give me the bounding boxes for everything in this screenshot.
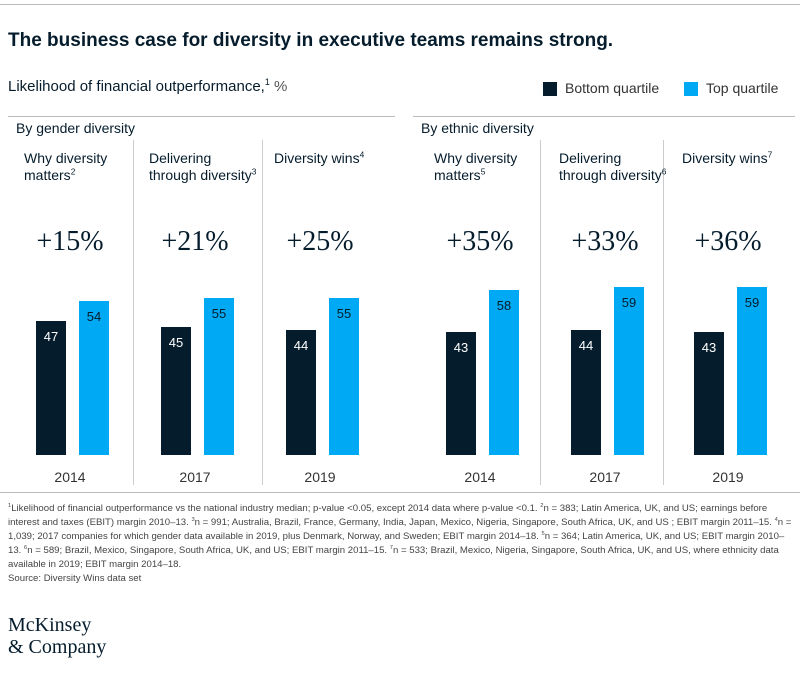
bar: 43 [694,332,724,455]
subtitle: Likelihood of financial outperformance,1… [8,77,288,96]
value-label: 59 [744,294,760,310]
panel-label: Delivering through diversity6 [559,150,667,184]
value-label: 59 [621,294,637,310]
chart-title: The business case for diversity in execu… [8,30,614,51]
bar: 55 [204,298,234,455]
change-label: +35% [446,226,514,257]
panel-label-note: 7 [767,149,773,160]
group-rule [8,116,395,117]
panel-divider [133,140,134,485]
change-label: +25% [286,226,354,257]
group-title: By ethnic diversity [421,120,534,136]
source: Source: Diversity Wins data set [8,573,142,584]
footnote-text: n = 383; Latin America, UK, and US; earn… [8,503,768,528]
bar: 43 [446,332,476,455]
footnotes: 1Likelihood of financial outperformance … [8,502,792,586]
footnote-text: n = 533; Brazil, Mexico, Nigeria, Singap… [8,545,779,570]
value-label: 47 [43,329,59,345]
value-label: 45 [168,334,184,350]
group-rule [413,116,795,117]
footnote-text: n = 364; Latin America, UK, and US; EBIT… [8,531,785,556]
footnote-mark: 1 [8,502,12,509]
footnote-mark: 4 [774,516,778,523]
subtitle-note: 1 [264,77,270,87]
bar: 58 [489,289,519,455]
x-tick-label: 2019 [304,469,336,485]
value-label: 44 [293,337,309,353]
top-rule [0,4,800,5]
value-label: 55 [336,306,352,322]
logo-line: McKinsey [8,614,92,636]
panel-divider [540,140,541,485]
value-label: 58 [496,297,512,313]
value-label: 54 [86,309,102,325]
panel-label: Delivering through diversity3 [149,150,257,184]
legend-label: Top quartile [706,80,779,96]
x-tick-label: 2014 [464,469,496,485]
value-label: 43 [453,340,469,356]
footnote-text: n = 991; Australia, Brazil, France, Germ… [194,517,772,528]
change-label: +33% [571,226,639,257]
footnote-mark: 3 [191,516,195,523]
change-label: +21% [161,226,229,257]
value-label: 55 [211,306,227,322]
panel-label: Diversity wins7 [682,150,790,167]
panel-label-note: 2 [70,166,76,177]
panel-label-note: 4 [359,149,365,160]
value-label: 43 [701,340,717,356]
x-tick-label: 2014 [54,469,86,485]
subtitle-text: Likelihood of financial outperformance, [8,78,265,95]
panel-divider [663,140,664,485]
bottom-rule [0,492,800,493]
footnote-text: n = 589; Brazil, Mexico, Singapore, Sout… [27,545,388,556]
bar: 47 [36,321,66,455]
panel-label-text: Why diversity matters [434,150,518,183]
legend-swatch [684,82,698,96]
x-tick-label: 2017 [589,469,621,485]
panel-label-note: 6 [661,166,667,177]
bar: 54 [79,301,109,455]
footnote-text: Likelihood of financial outperformance v… [11,503,538,514]
panel-label-text: Diversity wins [682,150,768,166]
panel-label: Diversity wins4 [274,150,382,167]
bar: 55 [329,298,359,455]
unit: % [274,78,288,95]
panel-label-note: 3 [251,166,257,177]
footnote-mark: 2 [540,502,544,509]
bar: 59 [614,286,644,455]
panel-label: Why diversity matters5 [434,150,542,184]
panel-label-text: Delivering through diversity [149,150,252,183]
bar: 44 [286,329,316,455]
panel-label-text: Delivering through diversity [559,150,662,183]
x-tick-label: 2019 [712,469,744,485]
panel-label: Why diversity matters2 [24,150,132,184]
bar: 59 [737,286,767,455]
panel-label-text: Diversity wins [274,150,360,166]
group-title: By gender diversity [16,120,136,136]
panel-label-text: Why diversity matters [24,150,108,183]
panel-label-note: 5 [480,166,486,177]
legend-swatch [543,82,557,96]
footnote-mark: 5 [541,530,545,537]
x-tick-label: 2017 [179,469,211,485]
legend-label: Bottom quartile [565,80,660,96]
footnote-mark: 7 [389,544,393,551]
change-label: +36% [694,226,762,257]
panel-divider [262,140,263,485]
footnote-text: n = 1,039; 2017 companies for which gend… [8,517,792,542]
bar: 45 [161,326,191,455]
footnote-mark: 6 [24,544,28,551]
logo-line: & Company [8,636,107,658]
value-label: 44 [578,337,594,353]
bar: 44 [571,329,601,455]
change-label: +15% [36,226,104,257]
